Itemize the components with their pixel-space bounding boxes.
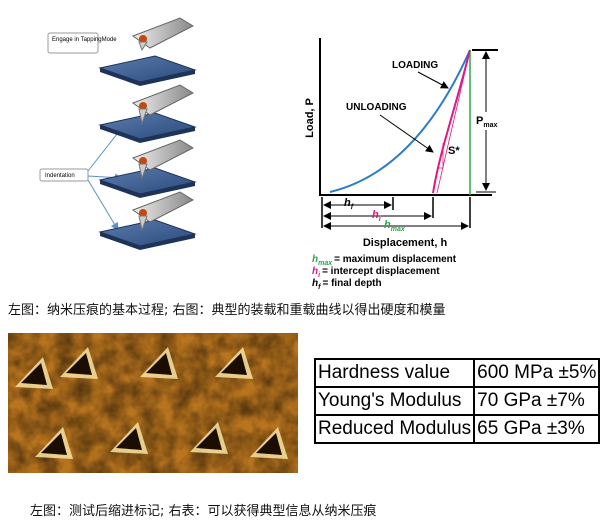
- loading-curve: [329, 49, 471, 193]
- plate-edge: [100, 68, 195, 86]
- tip-spot: [139, 102, 147, 110]
- legend-text: = final depth: [322, 278, 381, 289]
- label-box: [39, 168, 89, 182]
- tip: [138, 163, 148, 180]
- results-table: Hardness value 600 MPa ±5% Young's Modulus…: [313, 358, 601, 444]
- legend-entry: hi = intercept displacement: [312, 266, 440, 279]
- table-row: Hardness value 600 MPa ±5%: [313, 358, 601, 388]
- table-row: Young's Modulus 70 GPa ±7%: [313, 386, 601, 416]
- table-row: Reduced Modulus 65 GPa ±3%: [313, 414, 601, 444]
- figures: Engage in TappingMode Indentation Load, …: [39, 17, 500, 291]
- hmax-label: hmax: [384, 219, 406, 233]
- pointer: [379, 114, 434, 153]
- hf-label: hf: [344, 197, 354, 211]
- plate: [98, 112, 197, 140]
- pointer: [417, 71, 449, 89]
- curve-diagram: Load, P Pmax LOADING UNLOADING S* hf hi …: [304, 38, 500, 291]
- pmax-bg: [474, 112, 500, 130]
- caption: 左图：纳米压痕的基本过程; 右图：典型的装载和重载曲线以得出硬度和模量: [8, 303, 446, 318]
- legend-entry: hf = final depth: [312, 278, 382, 291]
- legend-subscript: f: [318, 284, 321, 291]
- axis-label: Displacement, h: [363, 237, 448, 249]
- plate: [98, 167, 197, 195]
- plate-edge: [100, 125, 195, 143]
- label: Engage in TappingMode: [52, 37, 117, 43]
- afm-image: [8, 333, 298, 473]
- indent: [41, 433, 67, 455]
- legend-subscript: max: [318, 260, 333, 267]
- tangent: [436, 49, 471, 194]
- legend-text: = maximum displacement: [334, 254, 457, 265]
- tip-spot: [139, 209, 147, 217]
- process-diagram: Engage in TappingMode Indentation: [39, 17, 197, 250]
- table-cell: 600 MPa ±5%: [473, 358, 601, 388]
- indent: [196, 428, 222, 450]
- label-box: [47, 32, 99, 54]
- indent: [146, 353, 172, 375]
- legend-text: = intercept displacement: [322, 266, 440, 277]
- tip-spot: [139, 157, 147, 165]
- tip: [138, 215, 148, 232]
- indent: [221, 353, 247, 375]
- indent: [66, 353, 92, 375]
- legend-symbol: h: [312, 278, 318, 289]
- legend-entry: hmax = maximum displacement: [312, 254, 457, 267]
- stiffness-label: S*: [448, 145, 460, 157]
- tip: [138, 108, 148, 125]
- loading-label: LOADING: [392, 60, 438, 71]
- indent: [21, 363, 47, 385]
- label: Indentation: [45, 173, 75, 179]
- unloading-label: UNLOADING: [346, 102, 407, 113]
- plate-edge: [100, 232, 195, 250]
- axis-label: Load, P: [304, 98, 316, 138]
- table-cell: 65 GPa ±3%: [473, 414, 601, 444]
- tip-spot: [139, 35, 147, 43]
- legend-symbol: h: [312, 266, 318, 277]
- legend-symbol: h: [312, 254, 318, 265]
- indent: [116, 428, 142, 450]
- caption: 左图：测试后缩进标记; 右表：可以获得典型信息从纳米压痕: [30, 504, 377, 519]
- unloading-curve: [432, 49, 471, 194]
- slope-mark: [437, 143, 444, 169]
- hi-label: hi: [372, 209, 382, 223]
- plate-edge: [100, 180, 195, 198]
- tip: [138, 41, 148, 52]
- table-cell: Reduced Modulus: [313, 414, 476, 444]
- table-cell: 70 GPa ±7%: [473, 386, 601, 416]
- indent: [256, 433, 282, 455]
- table-cell: Hardness value: [313, 358, 476, 388]
- pmax-label: Pmax: [476, 115, 497, 129]
- plate: [98, 55, 197, 83]
- arrow: [87, 179, 119, 231]
- table-cell: Young's Modulus: [313, 386, 476, 416]
- legend-subscript: i: [318, 272, 321, 279]
